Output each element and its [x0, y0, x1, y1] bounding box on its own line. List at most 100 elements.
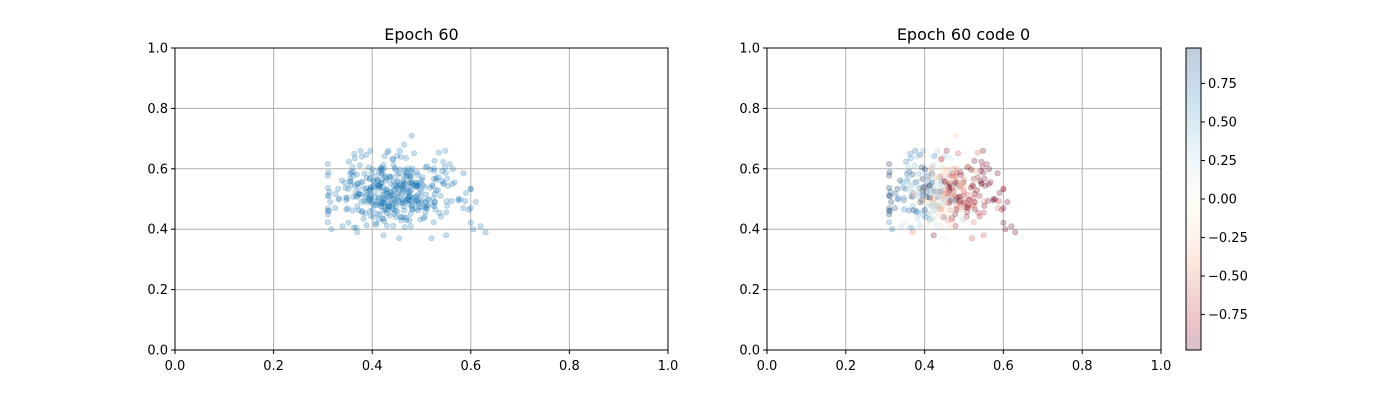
scatter-point: [919, 188, 926, 195]
scatter-point: [404, 195, 411, 202]
scatter-point: [416, 204, 423, 211]
scatter-point: [407, 175, 414, 182]
scatter-point: [385, 190, 392, 197]
x-tick-label: 0.8: [559, 359, 580, 374]
scatter-point: [913, 209, 920, 216]
scatter-point: [930, 191, 937, 198]
scatter-point: [350, 193, 357, 200]
scatter-point: [926, 168, 933, 175]
scatter-point: [906, 193, 913, 200]
scatter-point: [406, 201, 413, 208]
scatter-point: [369, 207, 376, 214]
scatter-point: [941, 208, 948, 215]
scatter-point: [344, 205, 351, 212]
scatter-point: [932, 174, 939, 181]
scatter-point: [936, 192, 943, 199]
scatter-point: [1000, 219, 1007, 226]
scatter-point: [927, 182, 934, 189]
scatter-point: [380, 232, 387, 239]
scatter-point: [907, 182, 914, 189]
scatter-point: [376, 211, 383, 218]
scatter-point: [375, 194, 382, 201]
scatter-point: [972, 187, 979, 194]
scatter-point: [347, 178, 354, 185]
y-tick-label: 0.6: [739, 162, 760, 177]
scatter-point: [920, 170, 927, 177]
scatter-point: [889, 226, 896, 233]
scatter-point: [928, 166, 935, 173]
scatter-point: [960, 179, 967, 186]
scatter-point: [401, 197, 408, 204]
scatter-point: [951, 183, 958, 190]
scatter-point: [413, 184, 420, 191]
x-tick-label: 0.4: [914, 359, 935, 374]
scatter-point: [953, 201, 960, 208]
scatter-point: [894, 185, 901, 192]
scatter-point: [900, 197, 907, 204]
scatter-point: [913, 208, 920, 215]
scatter-point: [929, 170, 936, 177]
scatter-point: [941, 178, 948, 185]
scatter-point: [947, 141, 954, 148]
scatter-point: [353, 181, 360, 188]
scatter-point: [427, 184, 434, 191]
scatter-point: [910, 180, 917, 187]
scatter-point: [931, 195, 938, 202]
scatter-point: [900, 184, 907, 191]
scatter-point: [978, 180, 985, 187]
scatter-point: [439, 168, 446, 175]
scatter-point: [443, 198, 450, 205]
scatter-point: [385, 203, 392, 210]
scatter-point: [378, 200, 385, 207]
scatter-point: [388, 192, 395, 199]
scatter-point: [381, 199, 388, 206]
scatter-point: [920, 147, 927, 154]
scatter-point: [361, 197, 368, 204]
scatter-point: [1012, 229, 1019, 236]
scatter-point: [961, 174, 968, 181]
scatter-point: [903, 158, 910, 165]
scatter-point: [409, 181, 416, 188]
scatter-point: [357, 191, 364, 198]
scatter-point: [969, 183, 976, 190]
scatter-point: [940, 208, 947, 215]
scatter-point: [924, 221, 931, 228]
scatter-point: [886, 161, 893, 168]
scatter-point: [368, 170, 375, 177]
scatter-point: [391, 210, 398, 217]
scatter-point: [924, 200, 931, 207]
scatter-point: [366, 187, 373, 194]
scatter-point: [953, 179, 960, 186]
scatter-point: [1002, 226, 1009, 233]
scatter-point: [342, 184, 349, 191]
scatter-point: [355, 191, 362, 198]
scatter-point: [951, 201, 958, 208]
scatter-point: [368, 195, 375, 202]
scatter-point: [394, 178, 401, 185]
scatter-point: [946, 172, 953, 179]
scatter-point: [394, 172, 401, 179]
scatter-point: [886, 211, 893, 218]
x-tick-label: 0.2: [835, 359, 856, 374]
scatter-point: [377, 200, 384, 207]
scatter-point: [393, 152, 400, 159]
scatter-point: [402, 192, 409, 199]
scatter-point: [930, 162, 937, 169]
scatter-point: [370, 183, 377, 190]
scatter-point: [408, 203, 415, 210]
panel-title: Epoch 60: [384, 25, 458, 44]
scatter-point: [934, 147, 941, 154]
scatter-point: [414, 172, 421, 179]
scatter-point: [412, 179, 419, 186]
scatter-point: [392, 200, 399, 207]
y-tick-label: 0.2: [147, 283, 168, 298]
scatter-point: [907, 224, 914, 231]
scatter-point: [378, 179, 385, 186]
scatter-point: [363, 222, 370, 229]
scatter-point: [404, 173, 411, 180]
scatter-point: [467, 185, 474, 192]
scatter-point: [998, 206, 1005, 213]
scatter-point: [916, 210, 923, 217]
scatter-point: [957, 184, 964, 191]
scatter-point: [953, 194, 960, 201]
